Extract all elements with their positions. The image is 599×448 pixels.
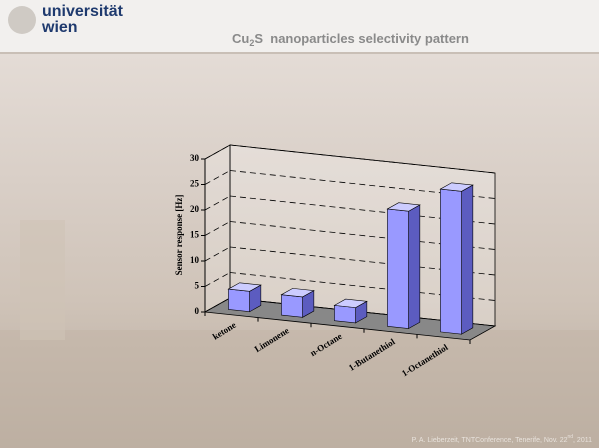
logo-text: wien (41, 19, 78, 36)
header-rule (0, 52, 599, 54)
background-statue (20, 220, 65, 340)
slide-title: Cu2S nanoparticles selectivity pattern (232, 31, 469, 48)
bar-front (440, 189, 461, 334)
y-tick-label: 20 (190, 204, 200, 214)
background-building (0, 330, 599, 448)
footer-part: , 2011 (573, 437, 592, 444)
bar-side (409, 205, 420, 329)
y-tick-label: 0 (195, 306, 200, 316)
y-tick-label: 25 (190, 179, 200, 189)
bar-front (334, 305, 355, 323)
title-part: Cu (232, 31, 249, 46)
y-tick-label: 15 (190, 230, 200, 240)
title-part: S nanoparticles selectivity pattern (254, 31, 469, 46)
slide: universität wien Cu2S nanoparticles sele… (0, 0, 599, 448)
bar-side (462, 185, 473, 334)
footer-part: P. A. Lieberzeit, TNTConference, Tenerif… (412, 437, 568, 444)
logo-seal (8, 6, 36, 34)
y-tick-label: 30 (190, 153, 200, 163)
logo-text: universität (42, 3, 124, 20)
bar-front (281, 295, 302, 318)
y-tick-label: 5 (195, 281, 200, 291)
bar-front (228, 289, 249, 312)
y-axis-label: Sensor response [Hz] (174, 195, 184, 276)
y-tick-label: 10 (190, 255, 200, 265)
chart: universität wien Cu2S nanoparticles sele… (0, 0, 599, 448)
bar-front (387, 209, 408, 329)
